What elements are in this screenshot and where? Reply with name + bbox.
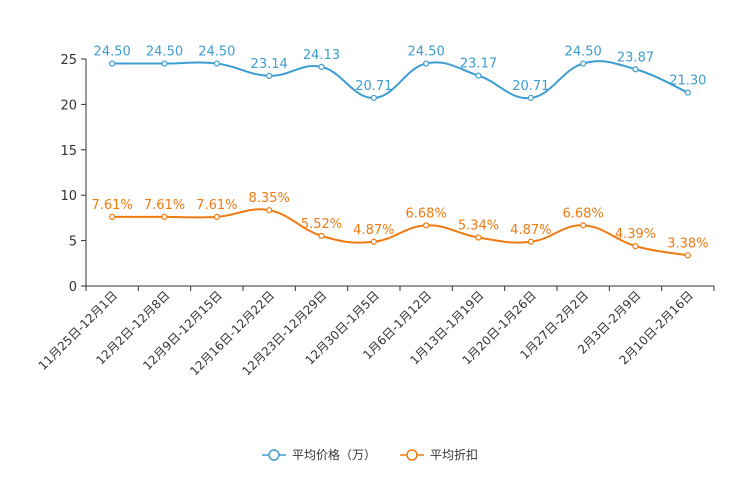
data-label: 21.30 xyxy=(669,74,706,89)
data-point[interactable] xyxy=(213,60,220,67)
data-point[interactable] xyxy=(318,232,325,239)
data-label: 8.35% xyxy=(249,191,290,206)
axes xyxy=(85,59,714,287)
data-label: 7.61% xyxy=(144,198,185,213)
series-line xyxy=(112,208,689,257)
legend-item-0[interactable]: 平均价格（万） xyxy=(262,447,376,462)
series-group: 24.50 24.50 24.50 23.14 24.13 20.71 24.50 23.17… xyxy=(92,45,708,259)
data-point[interactable] xyxy=(161,213,168,221)
data-label: 5.52% xyxy=(301,217,342,232)
data-label: 3.38% xyxy=(667,236,708,251)
data-label: 5.34% xyxy=(458,219,499,234)
data-point[interactable] xyxy=(527,238,534,245)
legend-label: 平均价格（万） xyxy=(292,447,376,462)
data-label: 7.61% xyxy=(92,198,133,213)
data-label: 6.68% xyxy=(406,206,447,221)
data-label: 24.50 xyxy=(94,45,131,60)
data-point[interactable] xyxy=(580,222,587,229)
y-tick-label: 5 xyxy=(69,235,77,250)
data-label: 23.87 xyxy=(617,50,654,65)
series-1: 7.61% 7.61% 7.61% 8.35% 5.52% 4.87% 6.68% 5.34%… xyxy=(92,191,708,259)
data-label: 24.50 xyxy=(408,45,445,60)
y-tick-label: 10 xyxy=(60,189,77,204)
data-point[interactable] xyxy=(318,63,325,70)
data-label: 4.87% xyxy=(510,223,551,238)
y-tick-label: 0 xyxy=(69,280,77,295)
data-point[interactable] xyxy=(580,60,587,67)
y-tick-label: 20 xyxy=(60,98,77,113)
data-label: 24.50 xyxy=(565,45,602,60)
data-label: 4.87% xyxy=(353,223,394,238)
data-point[interactable] xyxy=(632,243,639,250)
data-point[interactable] xyxy=(423,222,430,229)
data-point[interactable] xyxy=(684,252,691,259)
data-point[interactable] xyxy=(632,66,639,73)
y-axis-ticks: 0 5 10 15 20 25 xyxy=(60,53,86,295)
data-point[interactable] xyxy=(213,213,220,221)
legend-marker-icon xyxy=(406,449,418,461)
data-label: 24.50 xyxy=(198,45,235,60)
data-label: 7.61% xyxy=(196,198,237,213)
data-point[interactable] xyxy=(370,94,377,102)
data-label: 20.71 xyxy=(355,79,392,94)
data-point[interactable] xyxy=(161,60,168,67)
data-point[interactable] xyxy=(475,72,482,79)
series-line xyxy=(112,60,689,99)
data-label: 23.17 xyxy=(460,57,497,72)
data-point[interactable] xyxy=(266,207,273,214)
data-point[interactable] xyxy=(527,94,534,102)
data-point[interactable] xyxy=(109,60,116,67)
data-point[interactable] xyxy=(423,60,430,67)
legend[interactable]: 平均价格（万） 平均折扣 xyxy=(262,447,478,462)
legend-item-1[interactable]: 平均折扣 xyxy=(400,447,478,462)
data-point[interactable] xyxy=(109,213,116,221)
legend-marker-icon xyxy=(268,449,280,461)
data-label: 4.39% xyxy=(615,227,656,242)
y-tick-label: 15 xyxy=(60,144,77,159)
data-label: 6.68% xyxy=(563,206,604,221)
data-label: 24.50 xyxy=(146,45,183,60)
data-point[interactable] xyxy=(266,72,273,79)
data-label: 24.13 xyxy=(303,48,340,63)
legend-label: 平均折扣 xyxy=(430,447,478,462)
data-label: 20.71 xyxy=(512,79,549,94)
y-tick-label: 25 xyxy=(60,53,77,68)
series-0: 24.50 24.50 24.50 23.14 24.13 20.71 24.50 23.17… xyxy=(94,45,706,102)
data-point[interactable] xyxy=(684,89,691,96)
data-point[interactable] xyxy=(370,238,377,245)
x-axis-ticks: 11月25日-12月1日12月2日-12月8日12月9日-12月15日12月16… xyxy=(36,286,715,378)
data-point[interactable] xyxy=(475,234,482,241)
data-label: 23.14 xyxy=(251,57,288,72)
